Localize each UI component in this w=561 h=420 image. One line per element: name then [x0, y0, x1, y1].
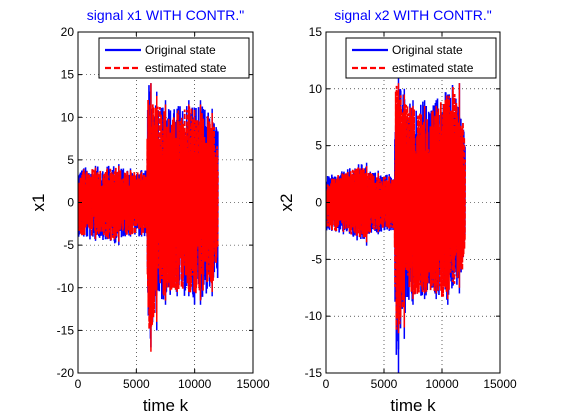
series-estimated-state: [78, 100, 219, 330]
ticks: 0 5000 10000 15000 -20 -15 -10 -5 0 5 10 15 20: [57, 25, 270, 391]
y-axis-label: x2: [277, 194, 296, 212]
chart-x1: 0 5000 10000 15000 -20 -15 -10 -5 0 5 10 15 20 signa…: [29, 7, 270, 415]
x-tick-label: 5000: [123, 377, 150, 391]
chart-title: signal x2 WITH CONTR.": [334, 7, 491, 23]
y-tick-label: 10: [309, 82, 323, 96]
y-tick-label: 15: [309, 25, 323, 39]
grid-lines: [78, 32, 253, 373]
series-estimated-state: [326, 85, 466, 330]
data-layer: [326, 77, 466, 373]
x-tick-label: 0: [75, 377, 82, 391]
y-axis-label: x1: [29, 194, 48, 212]
x-axis-label: time k: [143, 396, 189, 415]
y-tick-label: 20: [61, 25, 75, 39]
y-tick-label: 5: [315, 139, 322, 153]
legend: Original state estimated state: [98, 37, 250, 79]
x-tick-label: 5000: [371, 377, 398, 391]
y-tick-label: -15: [57, 323, 75, 337]
chart-x2: 0 5000 10000 15000 -15 -10 -5 0 5 10 15 signal x2 …: [277, 7, 517, 415]
data-layer: [78, 83, 219, 352]
x-tick-label: 15000: [483, 377, 517, 391]
y-tick-label: -15: [305, 366, 323, 380]
legend-entry-original: Original state: [392, 43, 463, 57]
y-tick-label: -20: [57, 366, 75, 380]
y-tick-label: 5: [67, 153, 74, 167]
x-axis-label: time k: [390, 396, 436, 415]
chart-title: signal x1 WITH CONTR.": [87, 7, 244, 23]
y-tick-label: 10: [61, 110, 75, 124]
legend-entry-original: Original state: [145, 43, 216, 57]
ticks: 0 5000 10000 15000 -15 -10 -5 0 5 10 15: [305, 25, 517, 391]
y-tick-label: -5: [63, 238, 74, 252]
x-tick-label: 0: [323, 377, 330, 391]
legend: Original state estimated state: [345, 37, 497, 79]
legend-box: [345, 37, 497, 79]
y-tick-label: 0: [67, 196, 74, 210]
y-tick-label: 15: [61, 68, 75, 82]
y-tick-label: -10: [57, 281, 75, 295]
x-tick-label: 10000: [178, 377, 212, 391]
legend-entry-estimated: estimated state: [392, 61, 474, 75]
y-tick-label: -5: [311, 252, 322, 266]
x-tick-label: 15000: [236, 377, 270, 391]
y-tick-label: 0: [315, 196, 322, 210]
y-tick-label: -10: [305, 309, 323, 323]
legend-box: [98, 37, 250, 79]
x-tick-label: 10000: [425, 377, 459, 391]
legend-entry-estimated: estimated state: [145, 61, 227, 75]
